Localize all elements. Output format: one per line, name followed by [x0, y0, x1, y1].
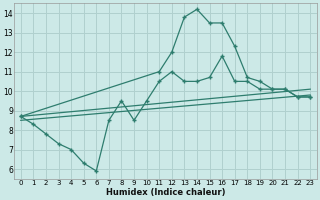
X-axis label: Humidex (Indice chaleur): Humidex (Indice chaleur) [106, 188, 225, 197]
